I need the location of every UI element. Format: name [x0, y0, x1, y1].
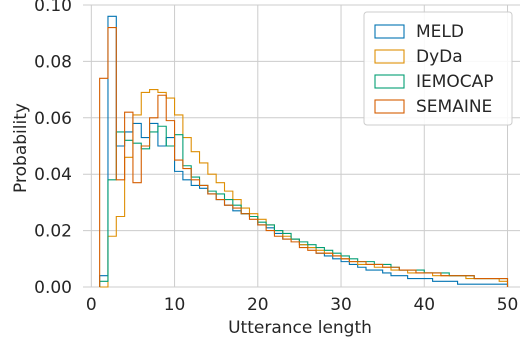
y-tick-label: 0.02 — [34, 222, 72, 242]
y-tick-label: 0.00 — [34, 278, 72, 298]
x-tick-label: 50 — [497, 295, 519, 315]
legend: MELD DyDa IEMOCAP SEMAINE — [363, 11, 513, 126]
x-tick-label: 0 — [86, 295, 97, 315]
y-axis-label: Probability — [11, 103, 31, 193]
x-tick-label: 20 — [247, 295, 269, 315]
legend-swatch-iemocap — [374, 74, 405, 89]
legend-swatch-meld — [374, 24, 405, 39]
legend-frame — [363, 11, 513, 126]
series-meld-step — [99, 15, 509, 287]
x-tick-label: 30 — [330, 295, 352, 315]
legend-swatch-dyda — [374, 49, 405, 64]
y-tick-label: 0.06 — [34, 109, 72, 129]
y-tick-label: 0.08 — [34, 52, 72, 72]
series-semaine-step — [99, 27, 509, 287]
x-axis-ticks: 0 10 20 30 40 50 — [86, 295, 518, 315]
x-axis-label: Utterance length — [228, 318, 372, 338]
x-tick-label: 10 — [164, 295, 186, 315]
x-tick-label: 40 — [413, 295, 435, 315]
y-axis-ticks: 0.00 0.02 0.04 0.06 0.08 0.10 — [34, 0, 72, 298]
series-group — [99, 15, 509, 288]
legend-label-semaine: SEMAINE — [416, 97, 492, 117]
legend-swatch-semaine — [374, 99, 405, 114]
legend-label-iemocap: IEMOCAP — [416, 72, 494, 92]
series-iemocap-step — [99, 125, 509, 287]
y-tick-label: 0.10 — [34, 0, 72, 16]
legend-label-dyda: DyDa — [416, 47, 463, 67]
legend-label-meld: MELD — [416, 22, 464, 42]
y-tick-label: 0.04 — [34, 165, 72, 185]
